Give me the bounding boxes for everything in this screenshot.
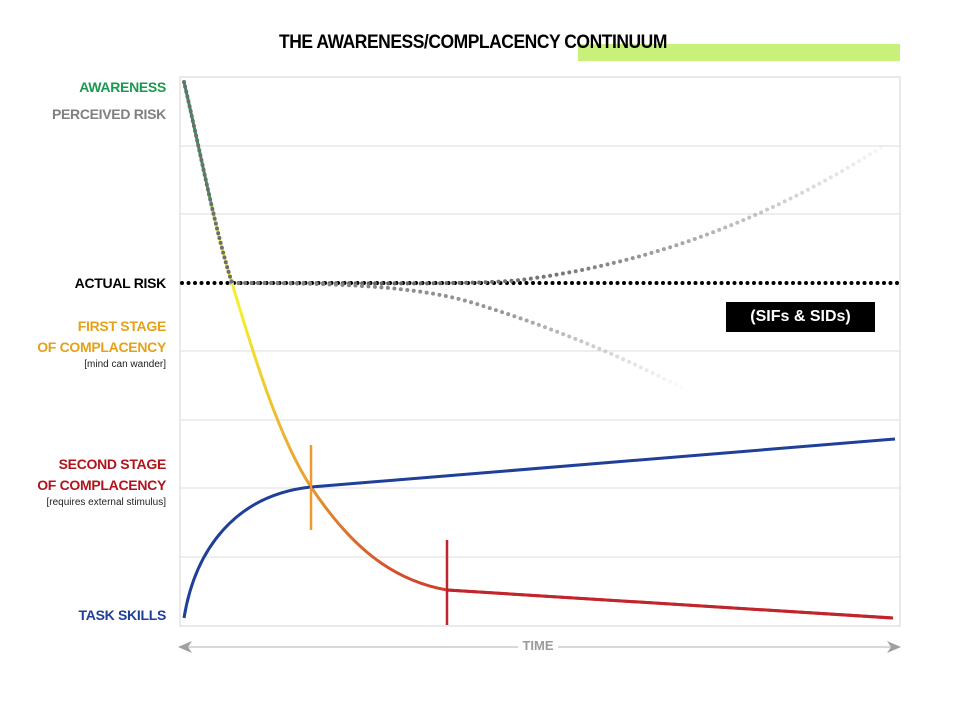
awareness-curve-second-stage [446,588,894,620]
sifs-sids-callout: (SIFs & SIDs) [726,302,875,332]
arrow-left-icon [178,641,192,653]
label-first-stage-line2: OF COMPLACENCY [37,339,166,355]
arrow-right-icon [887,641,901,653]
perceived-risk-descent [182,80,234,285]
gridlines [180,145,900,558]
label-task-skills: TASK SKILLS [78,607,167,623]
task-skills-curve [182,437,896,619]
perceived-risk-rising [230,143,887,286]
label-first-stage-line1: FIRST STAGE [77,318,167,334]
label-perceived-risk: PERCEIVED RISK [51,106,166,122]
label-first-stage-note: [mind can wander] [84,359,166,370]
awareness-curve [182,81,894,620]
label-second-stage-note: [requires external stimulus] [46,497,167,508]
label-actual-risk: ACTUAL RISK [74,275,167,291]
perceived-risk-falling [230,281,692,394]
label-awareness: AWARENESS [79,79,166,95]
title-highlight [578,44,900,61]
time-axis-label: TIME [518,638,558,653]
label-second-stage-line1: SECOND STAGE [58,456,167,472]
label-second-stage-line2: OF COMPLACENCY [37,477,166,493]
page-title: THE AWARENESS/COMPLACENCY CONTINUUM [279,32,667,53]
